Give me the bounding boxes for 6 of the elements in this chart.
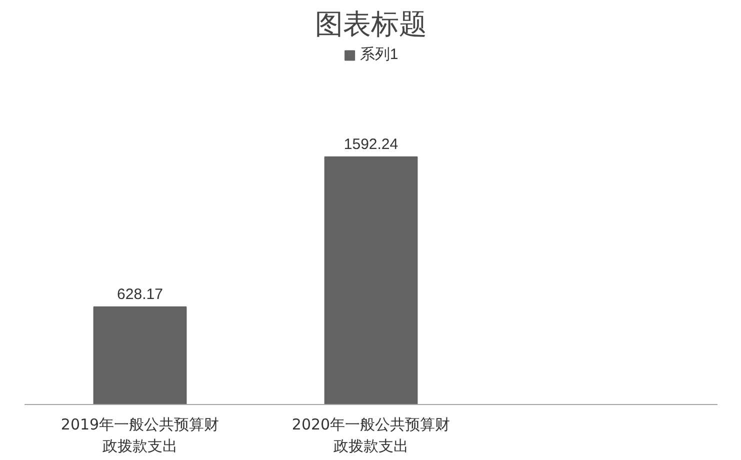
data-label: 1592.24 [344,136,398,153]
chart-title: 图表标题 [315,8,427,40]
x-tick-label: 2020年一般公共预算财政拨款支出 [292,416,450,456]
legend-label: 系列1 [360,45,398,64]
x-tick-label: 2019年一般公共预算财政拨款支出 [60,416,220,456]
data-label: 628.17 [117,286,163,303]
